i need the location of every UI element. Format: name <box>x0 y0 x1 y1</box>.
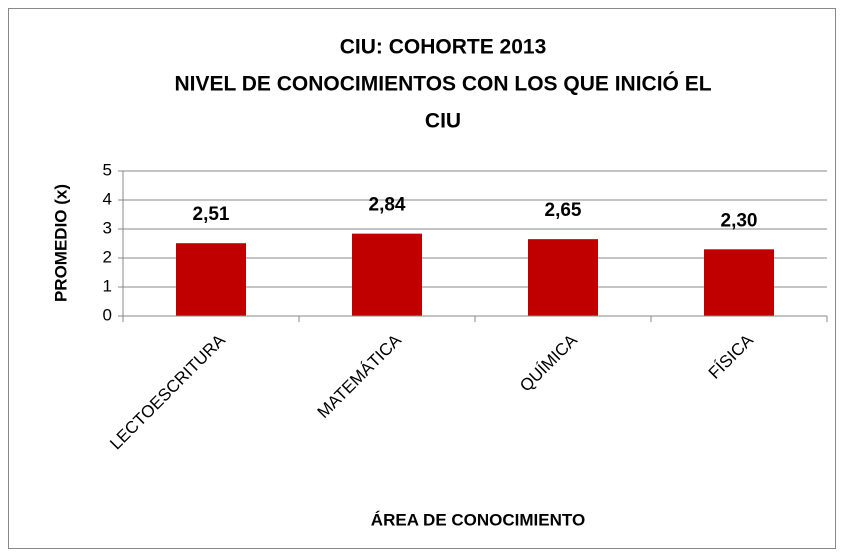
y-axis-label: PROMEDIO (x) <box>51 184 70 302</box>
chart-title: CIU: COHORTE 2013 <box>340 36 547 59</box>
y-tick-label: 4 <box>103 189 112 208</box>
bar <box>176 243 246 316</box>
y-tick-label: 1 <box>103 276 112 295</box>
bar <box>528 239 598 316</box>
value-label: 2,65 <box>545 200 582 221</box>
x-axis-label: ÁREA DE CONOCIMIENTO <box>371 510 585 529</box>
y-tick-label: 3 <box>103 218 112 237</box>
value-label: 2,30 <box>721 210 758 231</box>
y-tick-label: 5 <box>103 160 112 179</box>
y-tick-label: 2 <box>103 247 112 266</box>
bar <box>704 249 774 316</box>
value-label: 2,51 <box>193 204 230 225</box>
chart-title: NIVEL DE CONOCIMIENTOS CON LOS QUE INICI… <box>174 72 711 96</box>
value-label: 2,84 <box>369 195 406 216</box>
bar <box>352 233 422 316</box>
chart-title: CIU <box>425 110 461 133</box>
y-tick-label: 0 <box>103 305 112 324</box>
